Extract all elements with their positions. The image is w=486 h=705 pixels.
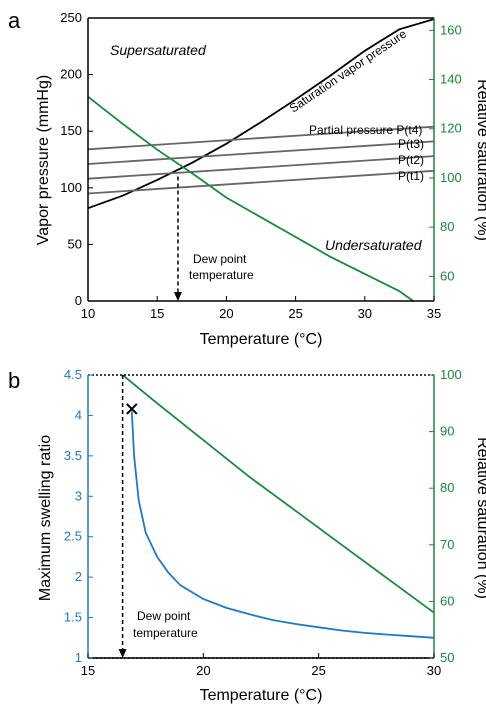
b-y2-tick-label: 100: [440, 367, 462, 382]
a-x-tick-label: 15: [150, 306, 164, 321]
b-x-marker-stroke-2: [126, 403, 138, 415]
b-dew-label-line1: Dew point: [137, 609, 191, 623]
undersaturated-label: Undersaturated: [325, 237, 423, 253]
a-x-axis-title: Temperature (°C): [200, 331, 323, 348]
a-y2-tick-label: 100: [440, 170, 462, 185]
b-y2-tick-label: 90: [440, 424, 454, 439]
b-x-tick-label: 15: [81, 663, 95, 678]
a-y-tick-label: 150: [60, 123, 82, 138]
b-y-tick-label: 2.5: [64, 529, 82, 544]
a-series-line-1: [87, 125, 435, 151]
b-series-line-0: [130, 411, 435, 639]
b-x-axis-title: Temperature (°C): [200, 687, 323, 704]
a-x-tick-label: 35: [427, 306, 441, 321]
b-y2-tick-label: 50: [440, 650, 454, 665]
b-x-tick-label: 25: [311, 663, 325, 678]
a-series-line-3: [87, 155, 435, 180]
a-dew-label-line1: Dew point: [193, 252, 247, 266]
a-dew-point-arrowhead: [173, 292, 182, 301]
a-x-tick-label: 30: [358, 306, 372, 321]
a-series-line-5: [87, 95, 414, 302]
p2-label: P(t2): [398, 153, 424, 167]
p3-label: P(t3): [398, 137, 424, 151]
b-y-tick-label: 4.5: [64, 367, 82, 382]
supersaturated-label: Supersaturated: [110, 42, 207, 58]
a-y2-tick-label: 60: [440, 268, 454, 283]
b-y-tick-label: 1.5: [64, 610, 82, 625]
b-y-tick-label: 3.5: [64, 448, 82, 463]
a-y2-axis-title: Relative saturation (%): [474, 79, 486, 241]
a-x-tick-label: 10: [81, 306, 95, 321]
panel-letter-a: a: [8, 8, 21, 33]
b-y2-tick-label: 80: [440, 480, 454, 495]
a-y-axis-title: Vapor pressure (mmHg): [35, 75, 52, 245]
a-x-tick-label: 20: [219, 306, 233, 321]
p1-label: P(t1): [398, 169, 424, 183]
b-series-line-1: [122, 374, 435, 614]
panel-a: a 10 15 20 25 30 35 0 50 100 150 200 250 60 80 100 120 1…: [8, 8, 486, 348]
b-dew-label-line2: temperature: [133, 626, 198, 640]
a-y2-tick-label: 120: [440, 121, 462, 136]
b-x-tick-label: 20: [196, 663, 210, 678]
saturation-curve-label: Saturation vapor pressure: [287, 26, 410, 115]
panel-b: b 15 20 25 3011.522.533.544.55060708090100 …: [8, 367, 486, 704]
a-series-line-2: [87, 140, 435, 165]
a-y-tick-label: 50: [68, 236, 82, 251]
a-y-tick-label: 100: [60, 180, 82, 195]
a-dew-label-line2: temperature: [189, 268, 254, 282]
b-y-tick-label: 2: [75, 569, 82, 584]
a-series-line-4: [87, 169, 435, 195]
a-y-tick-label: 200: [60, 67, 82, 82]
b-y-axis-title: Maximum swelling ratio: [37, 435, 54, 601]
a-y2-tick-label: 140: [440, 72, 462, 87]
a-x-tick-label: 25: [288, 306, 302, 321]
b-y-tick-label: 4: [75, 407, 82, 422]
b-x-tick-label: 30: [427, 663, 441, 678]
p4-label: Partial pressure P(t4): [309, 123, 422, 137]
b-y2-axis-title: Relative saturation (%): [474, 437, 486, 599]
a-y-tick-label: 250: [60, 10, 82, 25]
a-y2-tick-label: 80: [440, 219, 454, 234]
b-dew-point-arrowhead: [118, 649, 127, 658]
b-y2-tick-label: 70: [440, 537, 454, 552]
a-y-tick-label: 0: [75, 293, 82, 308]
b-y-tick-label: 1: [75, 650, 82, 665]
a-y2-tick-label: 160: [440, 22, 462, 37]
b-y2-tick-label: 60: [440, 593, 454, 608]
b-y-tick-label: 3: [75, 488, 82, 503]
a-series-line-0: [87, 18, 435, 210]
panel-letter-b: b: [8, 368, 20, 393]
